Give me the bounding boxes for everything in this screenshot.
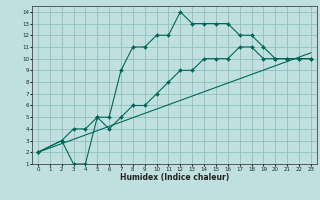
X-axis label: Humidex (Indice chaleur): Humidex (Indice chaleur) [120, 173, 229, 182]
